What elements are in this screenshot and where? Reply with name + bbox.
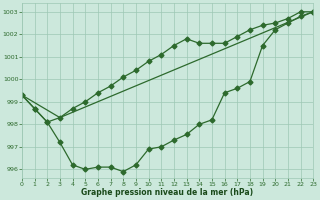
X-axis label: Graphe pression niveau de la mer (hPa): Graphe pression niveau de la mer (hPa): [82, 188, 254, 197]
